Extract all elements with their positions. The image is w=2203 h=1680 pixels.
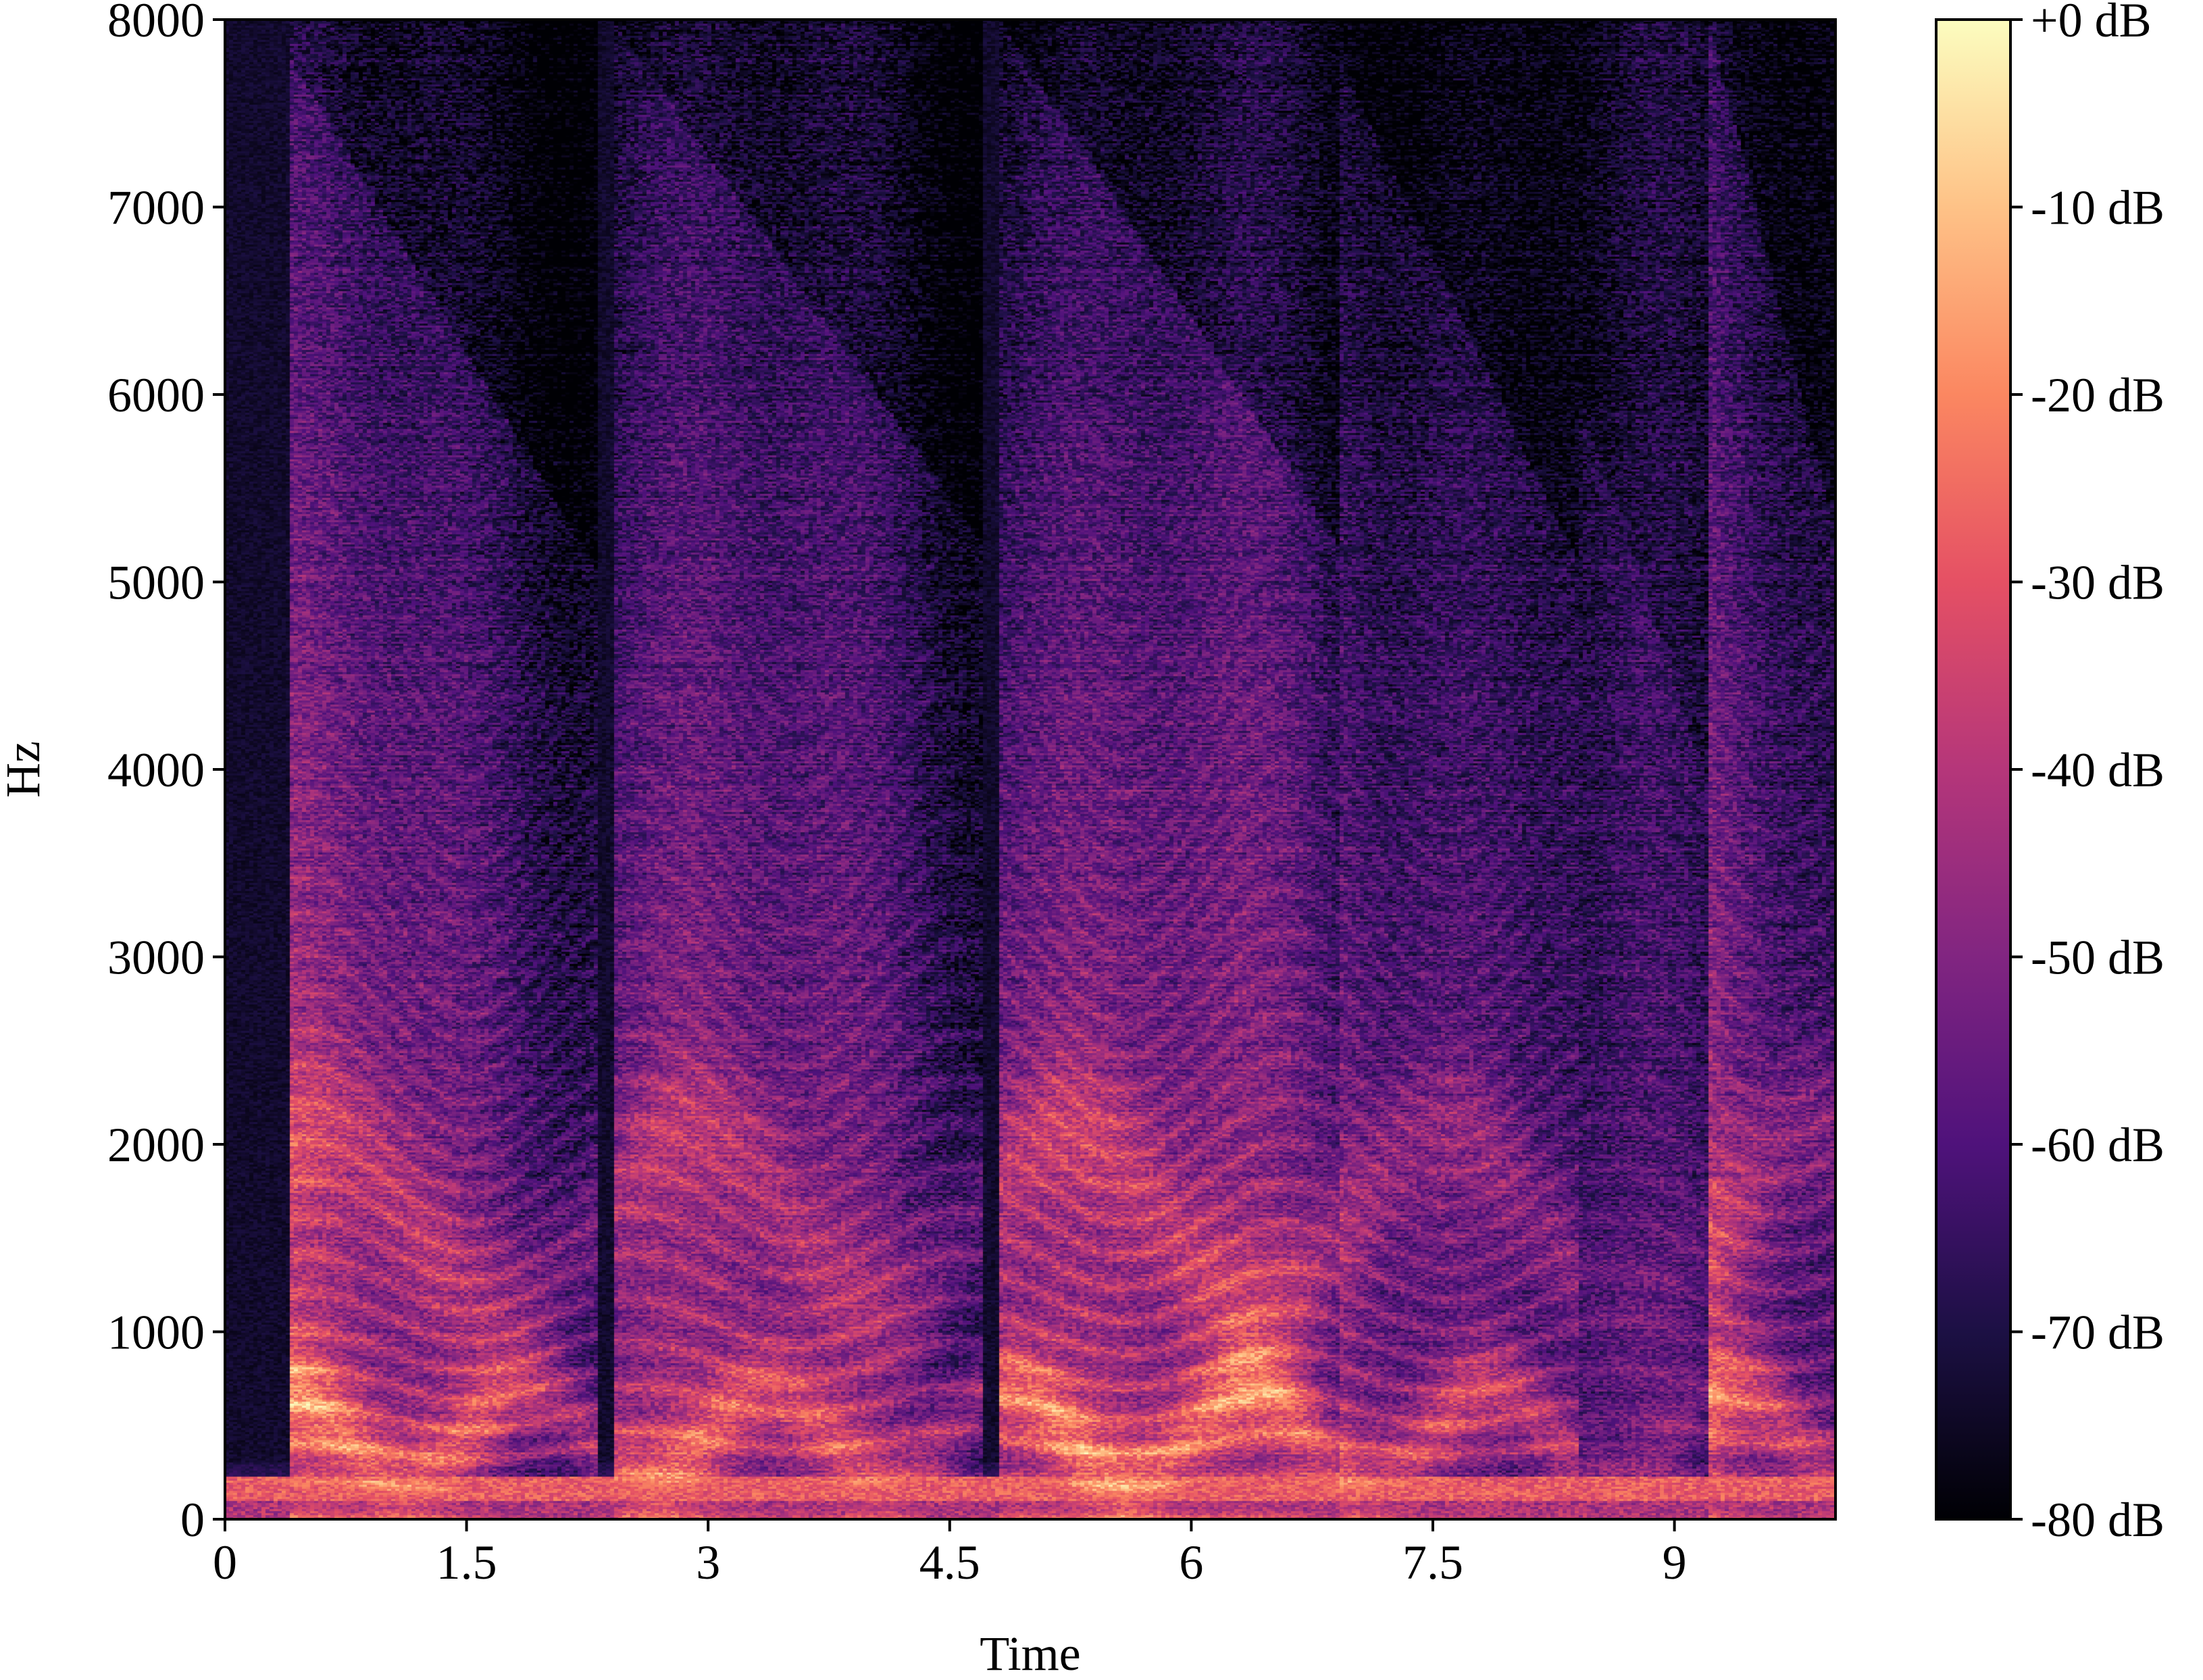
colorbar-ticks: +0 dB -10 dB -20 dB -30 dB -40 dB -50 dB -60 d… <box>2010 0 2164 1547</box>
y-tick-label: 3000 <box>107 931 205 985</box>
colorbar-tick-label: -60 dB <box>2031 1118 2164 1172</box>
y-tick-label: 7000 <box>107 181 205 235</box>
colorbar-tick-label: +0 dB <box>2031 0 2152 47</box>
y-tick-label: 8000 <box>107 0 205 47</box>
y-axis-label: Hz <box>0 741 50 798</box>
plot-area <box>224 18 1837 1521</box>
x-axis-label: Time <box>980 1627 1080 1680</box>
y-tick-label: 4000 <box>107 743 205 797</box>
colorbar-tick-label: -20 dB <box>2031 368 2164 422</box>
x-tick-label: 4.5 <box>919 1535 980 1589</box>
colorbar-tick-label: -50 dB <box>2031 931 2164 985</box>
y-tick-label: 5000 <box>107 556 205 610</box>
y-tick-label: 2000 <box>107 1118 205 1172</box>
x-tick-label: 0 <box>213 1535 237 1589</box>
colorbar-scale <box>1935 18 2012 1521</box>
spectrogram-heatmap <box>225 20 1835 1519</box>
y-tick-label: 1000 <box>107 1306 205 1360</box>
x-tick-label: 6 <box>1179 1535 1203 1589</box>
x-tick-label: 3 <box>696 1535 720 1589</box>
colorbar-tick-label: -30 dB <box>2031 556 2164 610</box>
spectrogram-image-wrapper <box>225 20 1835 1519</box>
y-axis: 0 1000 2000 3000 4000 5000 6000 7000 8000 <box>107 0 225 1547</box>
x-tick-label: 1.5 <box>436 1535 497 1589</box>
colorbar-tick-label: -80 dB <box>2031 1493 2164 1547</box>
y-tick-label: 6000 <box>107 368 205 422</box>
y-tick-label: 0 <box>180 1493 205 1547</box>
x-axis: 0 1.5 3 4.5 6 7.5 9 <box>213 1519 1687 1589</box>
colorbar-tick-label: -40 dB <box>2031 743 2164 797</box>
x-tick-label: 7.5 <box>1402 1535 1463 1589</box>
colorbar: +0 dB -10 dB -20 dB -30 dB -40 dB -50 dB -60 d… <box>1935 0 2164 1547</box>
colorbar-tick-label: -10 dB <box>2031 181 2164 235</box>
x-tick-label: 9 <box>1663 1535 1687 1589</box>
colorbar-tick-label: -70 dB <box>2031 1306 2164 1360</box>
